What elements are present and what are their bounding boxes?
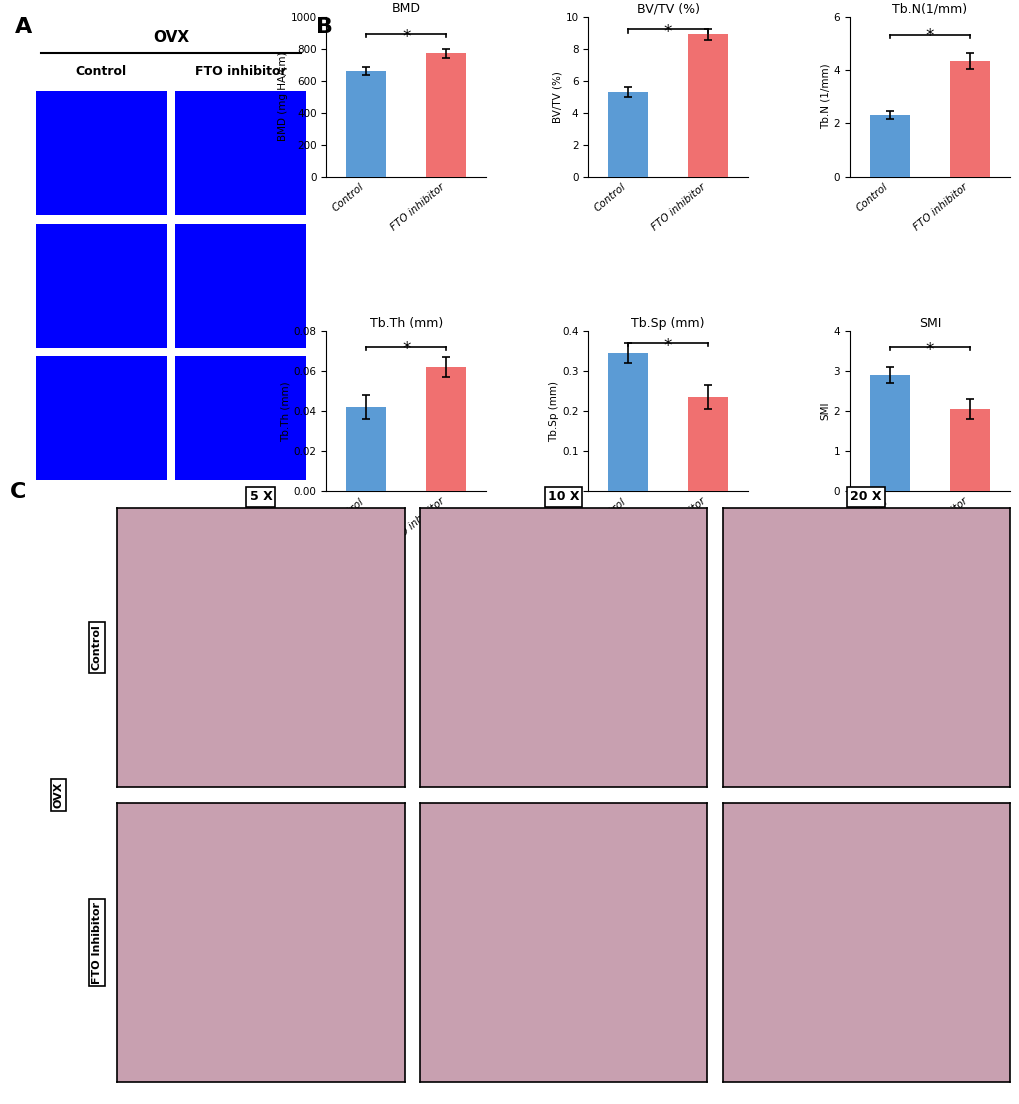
Text: 10 X: 10 X (547, 490, 579, 503)
Title: SMI: SMI (918, 317, 941, 330)
Y-axis label: SMI: SMI (820, 402, 830, 421)
Text: A: A (15, 17, 33, 36)
Bar (688, 34, 728, 177)
Y-axis label: Tb.N (1/mm): Tb.N (1/mm) (820, 64, 830, 129)
Bar (346, 407, 386, 491)
Y-axis label: BV/TV (%): BV/TV (%) (552, 71, 562, 123)
Bar (607, 353, 647, 491)
Bar (949, 61, 988, 177)
Text: *: * (401, 28, 410, 45)
Title: Tb.Sp (mm): Tb.Sp (mm) (631, 317, 704, 330)
Bar (688, 397, 728, 491)
Y-axis label: Tb.Th (mm): Tb.Th (mm) (280, 381, 290, 442)
Text: *: * (401, 340, 410, 358)
Title: BV/TV (%): BV/TV (%) (636, 2, 699, 15)
Bar (869, 375, 909, 491)
Title: Tb.Th (mm): Tb.Th (mm) (369, 317, 442, 330)
Title: Tb.N(1/mm): Tb.N(1/mm) (892, 2, 966, 15)
Text: 5 X: 5 X (250, 490, 272, 503)
Text: OVX: OVX (54, 782, 63, 808)
Text: *: * (663, 337, 672, 355)
Bar (607, 92, 647, 177)
Text: OVX: OVX (153, 30, 189, 44)
Bar (869, 115, 909, 177)
Text: C: C (10, 482, 26, 502)
Text: *: * (925, 28, 933, 45)
Text: *: * (925, 341, 933, 359)
Text: Control: Control (75, 65, 126, 77)
Text: *: * (663, 23, 672, 41)
Text: B: B (316, 17, 333, 36)
Text: FTO Inhibitor: FTO Inhibitor (92, 902, 102, 984)
Bar (346, 71, 386, 177)
Bar (949, 410, 988, 491)
Text: 20 X: 20 X (850, 490, 881, 503)
Y-axis label: Tb.Sp (mm): Tb.Sp (mm) (548, 381, 558, 442)
Bar (426, 53, 466, 177)
Text: FTO inhibitor: FTO inhibitor (195, 65, 286, 77)
Y-axis label: BMD (mg HA/cm): BMD (mg HA/cm) (277, 52, 287, 141)
Bar (426, 368, 466, 491)
Title: BMD: BMD (391, 2, 421, 15)
Text: Control: Control (92, 625, 102, 670)
